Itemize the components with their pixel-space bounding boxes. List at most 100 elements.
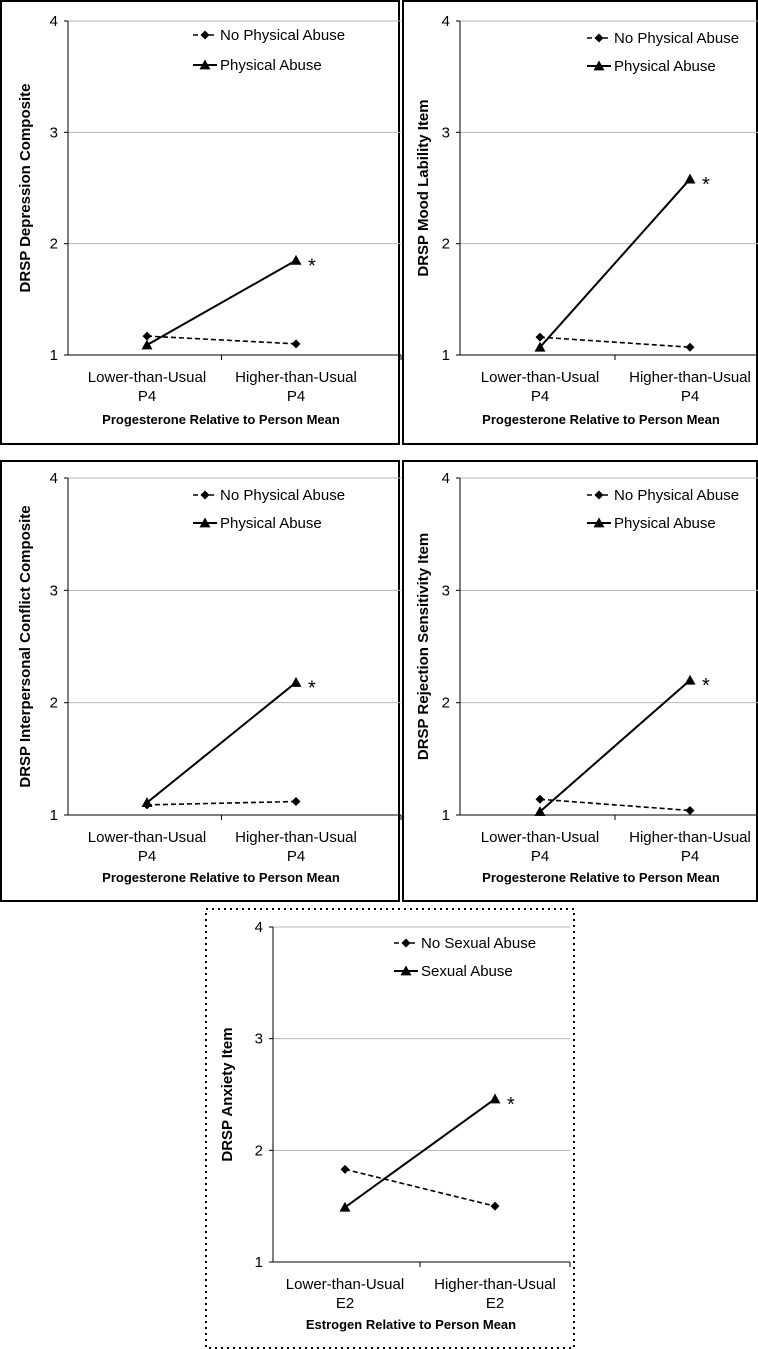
diamond-marker (291, 797, 301, 807)
legend-label: No Physical Abuse (220, 487, 345, 504)
category-label: Higher-than-Usual P4 (235, 369, 357, 405)
y-tick-label: 1 (255, 1254, 263, 1271)
series-line-1 (146, 259, 297, 346)
chart-panel-anxiety: 1 2 3 4 Lower-than-Usual E2 Higher-than-Usual E… (205, 908, 575, 1349)
chart-frame (0, 460, 400, 902)
x-axis-title: Progesterone Relative to Person Mean (482, 412, 720, 427)
chart-panel-interpersonal-conflict: 1 2 3 4 Lower-than-Usual P4 Higher-than-Usual P… (0, 460, 402, 902)
category-label-line: P4 (287, 848, 305, 865)
chart-frame (205, 908, 575, 1349)
legend-label: No Physical Abuse (614, 30, 739, 47)
category-label: Higher-than-Usual E2 (434, 1276, 556, 1312)
category-label-line: Higher-than-Usual (235, 829, 357, 846)
category-label: Lower-than-Usual P4 (88, 369, 206, 405)
significance-asterisk: * (702, 174, 710, 196)
y-axis-title: DRSP Interpersonal Conflict Composite (17, 505, 34, 787)
category-label: Higher-than-Usual P4 (235, 829, 357, 865)
y-tick-label: 1 (50, 807, 58, 824)
chart-panel-mood-lability: 1 2 3 4 Lower-than-Usual P4 Higher-than-Usual P… (402, 0, 758, 445)
series-line-1 (344, 1098, 496, 1209)
category-label-line: Lower-than-Usual (481, 829, 599, 846)
y-tick-label: 4 (442, 13, 450, 30)
series-line-0 (146, 800, 297, 806)
y-tick-label: 2 (50, 695, 58, 712)
category-label-line: Lower-than-Usual (481, 369, 599, 386)
legend-triangle-marker (593, 60, 605, 71)
y-tick-label: 3 (442, 124, 450, 141)
y-tick-label: 4 (50, 470, 58, 487)
category-label-line: E2 (336, 1295, 354, 1312)
triangle-marker (339, 1201, 351, 1212)
y-tick-label: 3 (50, 124, 58, 141)
significance-asterisk: * (507, 1094, 515, 1116)
triangle-marker (141, 339, 153, 350)
category-label-line: Higher-than-Usual (235, 369, 357, 386)
legend-diamond-marker (594, 490, 604, 500)
chart-frame (402, 0, 758, 445)
triangle-marker (290, 676, 302, 687)
significance-asterisk: * (308, 677, 316, 699)
series-line-1 (539, 679, 691, 813)
diamond-marker (291, 339, 301, 349)
y-tick-label: 4 (442, 470, 450, 487)
diamond-marker (142, 331, 152, 341)
legend-label: No Sexual Abuse (421, 935, 536, 952)
category-label-line: P4 (531, 848, 549, 865)
chart-panel-depression: 1 2 3 4 Lower-than-Usual P4 Higher-than-Usual P… (0, 0, 402, 445)
series-line-0 (146, 335, 297, 345)
legend-label: Physical Abuse (614, 515, 716, 532)
y-axis-title: DRSP Mood Lability Item (415, 99, 432, 276)
legend-triangle-marker (199, 517, 211, 528)
category-label-line: E2 (486, 1295, 504, 1312)
category-label-line: P4 (681, 388, 699, 405)
category-label-line: P4 (681, 848, 699, 865)
diamond-marker (685, 342, 695, 352)
category-label-line: P4 (138, 388, 156, 405)
category-label-line: Higher-than-Usual (629, 829, 751, 846)
significance-asterisk: * (702, 675, 710, 697)
category-label: Lower-than-Usual P4 (481, 369, 599, 405)
category-label: Lower-than-Usual P4 (481, 829, 599, 865)
category-label-line: Higher-than-Usual (629, 369, 751, 386)
legend-diamond-marker (401, 938, 411, 948)
legend-label: No Physical Abuse (614, 487, 739, 504)
legend-label: No Physical Abuse (220, 27, 345, 44)
x-axis-title: Progesterone Relative to Person Mean (482, 870, 720, 885)
chart-panel-rejection-sensitivity: 1 2 3 4 Lower-than-Usual P4 Higher-than-Usual P… (402, 460, 758, 902)
triangle-marker (684, 173, 696, 184)
category-label-line: Lower-than-Usual (88, 829, 206, 846)
y-axis-title: DRSP Depression Composite (17, 84, 34, 293)
y-axis-title: DRSP Rejection Sensitivity Item (415, 533, 432, 760)
category-label-line: P4 (287, 388, 305, 405)
legend-label: Sexual Abuse (421, 963, 513, 980)
category-label: Higher-than-Usual P4 (629, 829, 751, 865)
legend-triangle-marker (593, 517, 605, 528)
chart-frame (402, 460, 758, 902)
series-line-0 (344, 1168, 496, 1207)
x-axis-title: Progesterone Relative to Person Mean (102, 412, 340, 427)
x-axis-title: Progesterone Relative to Person Mean (102, 870, 340, 885)
legend-diamond-marker (200, 30, 210, 40)
series-line-0 (539, 336, 691, 349)
diamond-marker (490, 1201, 500, 1211)
y-tick-label: 2 (442, 695, 450, 712)
y-tick-label: 2 (255, 1142, 263, 1159)
triangle-marker (489, 1093, 501, 1104)
y-tick-label: 1 (50, 347, 58, 364)
category-label: Lower-than-Usual E2 (286, 1276, 404, 1312)
x-axis-title: Estrogen Relative to Person Mean (306, 1317, 516, 1332)
category-label: Lower-than-Usual P4 (88, 829, 206, 865)
category-label-line: Lower-than-Usual (286, 1276, 404, 1293)
category-label-line: P4 (531, 388, 549, 405)
y-tick-label: 4 (50, 13, 58, 30)
diamond-marker (535, 332, 545, 342)
triangle-marker (684, 674, 696, 685)
triangle-marker (534, 341, 546, 352)
legend-triangle-marker (199, 59, 211, 70)
series-line-1 (539, 178, 691, 348)
legend-diamond-marker (200, 490, 210, 500)
legend-label: Physical Abuse (220, 515, 322, 532)
y-tick-label: 2 (50, 236, 58, 253)
diamond-marker (340, 1164, 350, 1174)
y-tick-label: 4 (255, 919, 263, 936)
